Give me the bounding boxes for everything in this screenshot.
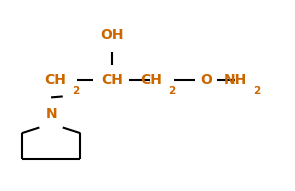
Text: CH: CH xyxy=(101,74,123,87)
Text: NH: NH xyxy=(224,74,247,87)
Text: 2: 2 xyxy=(253,86,260,96)
Text: O: O xyxy=(200,74,212,87)
Text: 2: 2 xyxy=(72,86,79,96)
Text: CH: CH xyxy=(140,74,162,87)
Text: 2: 2 xyxy=(168,86,176,96)
Text: CH: CH xyxy=(44,74,66,87)
Text: OH: OH xyxy=(101,28,124,42)
Text: N: N xyxy=(45,107,57,121)
